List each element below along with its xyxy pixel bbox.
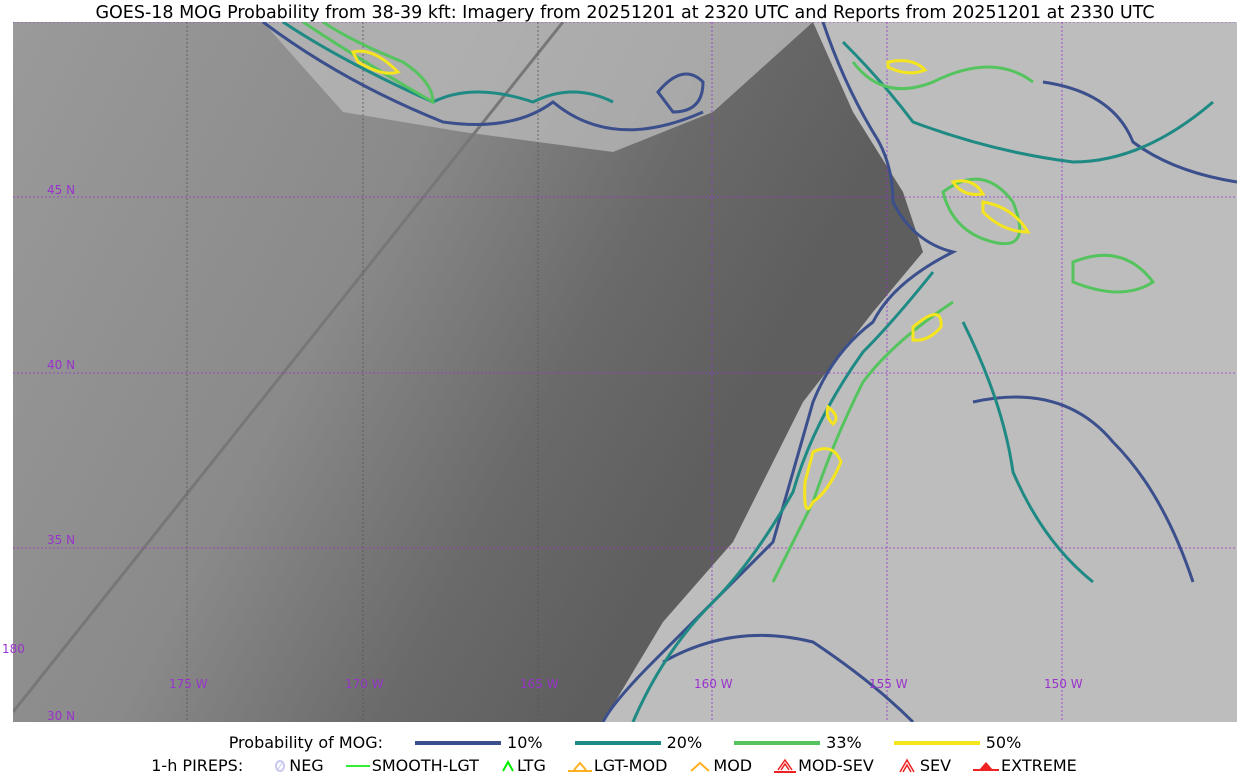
level-33-label: 33%: [826, 733, 862, 752]
lon-label-175w: 175 W: [169, 677, 208, 691]
level-50-label: 50%: [985, 733, 1022, 752]
neg-icon: [275, 759, 286, 772]
lat-label-40n: 40 N: [47, 358, 76, 372]
pirep-mod-label: MOD: [713, 756, 753, 775]
pirep-smooth-lgt-label: SMOOTH-LGT: [371, 756, 479, 775]
caret-icon: [502, 759, 514, 771]
probability-legend: Probability of MOG: 10% 20% 33% 50%: [0, 733, 1250, 752]
lon-label-150w: 150 W: [1044, 677, 1083, 691]
pirep-legend: 1-h PIREPS: NEG SMOOTH-LGT LTG LGT-MOD M…: [0, 756, 1250, 775]
swatch-10: [415, 740, 502, 745]
pirep-sev-label: SEV: [919, 756, 952, 775]
double-caret-bar-icon: [774, 758, 797, 773]
lat-label-30n: 30 N: [47, 709, 76, 723]
swath-artifact: [13, 22, 565, 713]
lon-label-170w: 170 W: [345, 677, 384, 691]
level-10-label: 10%: [507, 733, 543, 752]
pirep-lgt-mod-label: LGT-MOD: [593, 756, 668, 775]
level-20-label: 20%: [666, 733, 703, 752]
satellite-map: [13, 22, 1237, 722]
lon-label-165w: 165 W: [520, 677, 559, 691]
pirep-legend-title: 1-h PIREPS:: [151, 756, 244, 775]
line-icon: [345, 764, 370, 767]
lat-label-35n: 35 N: [47, 533, 76, 547]
double-caret-icon: [899, 758, 915, 772]
prob-legend-title: Probability of MOG:: [228, 733, 384, 752]
pirep-mod-sev-label: MOD-SEV: [798, 756, 874, 775]
caret-icon: [690, 761, 711, 772]
lat-label-45n: 45 N: [47, 183, 76, 197]
pirep-ltg-label: LTG: [516, 756, 546, 775]
swatch-50: [893, 740, 980, 745]
contour-50pct: [350, 49, 1031, 511]
lon-label-180: 180: [2, 642, 25, 656]
swatch-20: [574, 740, 661, 745]
pirep-neg-label: NEG: [289, 756, 324, 775]
caret-bar-icon: [567, 760, 592, 772]
lon-label-160w: 160 W: [694, 677, 733, 691]
lon-label-155w: 155 W: [869, 677, 908, 691]
pirep-extreme-label: EXTREME: [1001, 756, 1077, 775]
chart-title: GOES-18 MOG Probability from 38-39 kft: …: [95, 3, 1155, 23]
swatch-33: [734, 740, 821, 745]
filled-triangle-icon: [973, 761, 1000, 771]
